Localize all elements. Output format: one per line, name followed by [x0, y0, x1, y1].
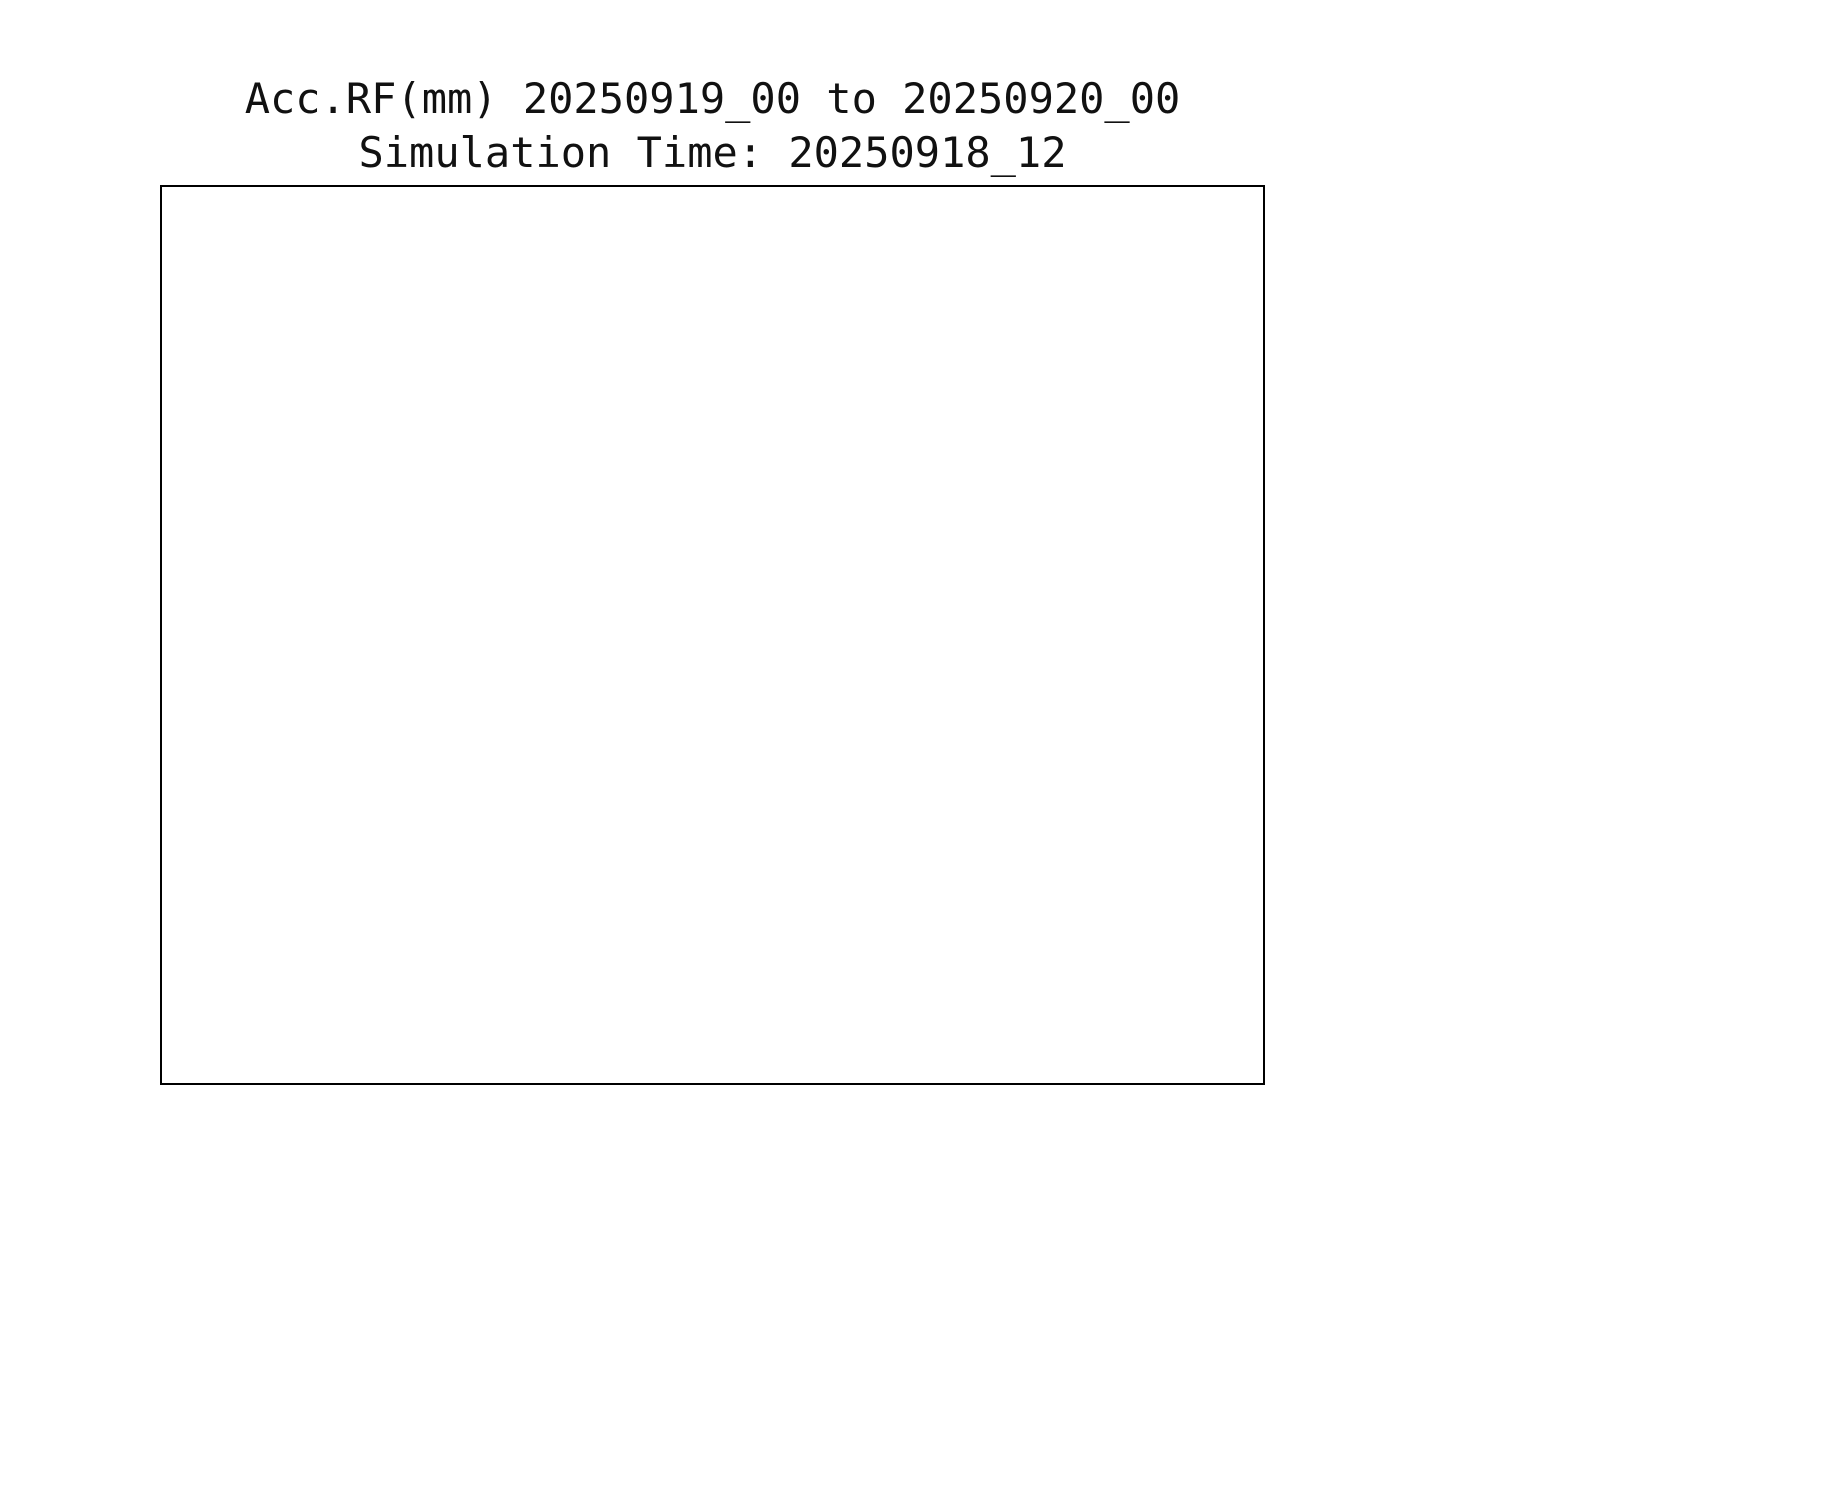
figure-title: Acc.RF(mm) 20250919_00 to 20250920_00	[244, 74, 1181, 123]
map-plot-area	[160, 185, 1265, 1085]
figure-subtitle: Simulation Time: 20250918_12	[358, 128, 1067, 177]
colorbar	[1322, 30, 1552, 1250]
map-canvas	[162, 187, 1263, 1083]
